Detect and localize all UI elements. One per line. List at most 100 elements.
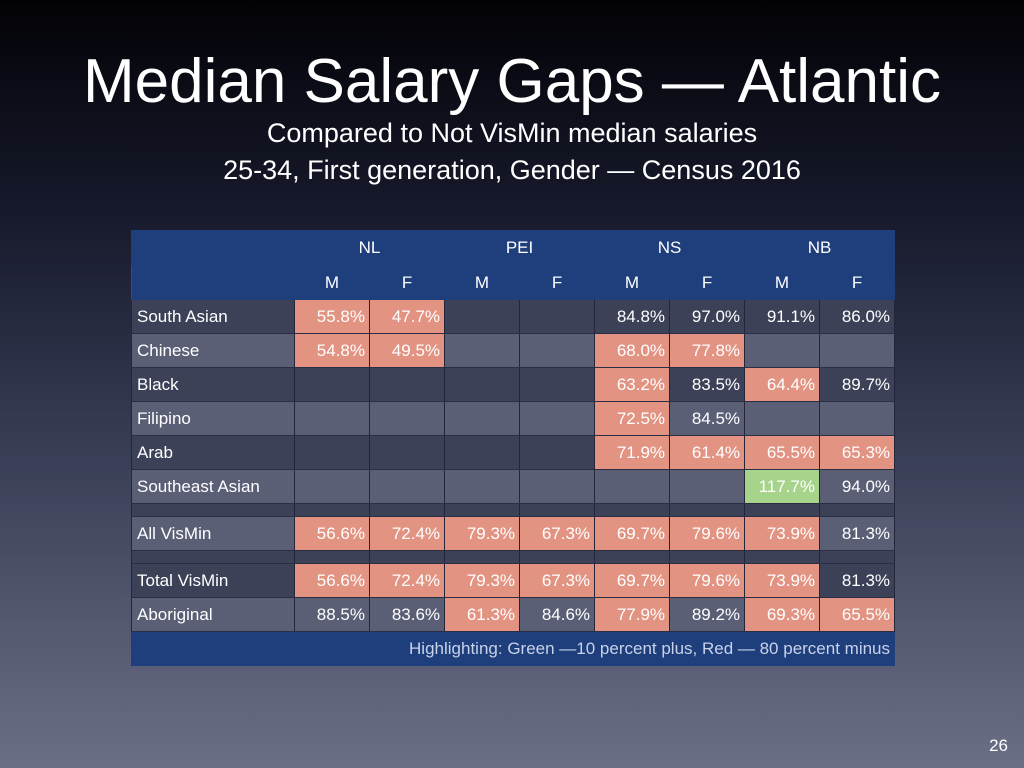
table-cell: [368, 469, 446, 504]
slide-title: Median Salary Gaps — Atlantic: [82, 47, 942, 116]
table-row: South Asian 55.8% 47.7% 84.8% 97.0% 91.1…: [131, 299, 896, 334]
row-label: Arab: [131, 435, 295, 470]
table-cell: 68.0%: [594, 333, 671, 368]
table-cell: 91.1%: [744, 299, 821, 334]
gender-header: F: [519, 265, 596, 300]
header-corner-2: [131, 265, 295, 300]
spacer-cell: [744, 550, 821, 564]
table-cell: 83.5%: [669, 367, 746, 402]
table-cell: 89.7%: [819, 367, 896, 402]
table-cell: 84.6%: [519, 597, 596, 632]
table-row: Black 63.2% 83.5% 64.4% 89.7%: [131, 367, 896, 402]
table-cell: 67.3%: [519, 563, 596, 598]
table-cell: 77.9%: [594, 597, 671, 632]
table-cell: [444, 435, 521, 470]
spacer-row: [131, 503, 896, 517]
highlight-legend-row: Highlighting: Green —10 percent plus, Re…: [130, 631, 896, 666]
table-cell: [444, 469, 521, 504]
table-cell: 83.6%: [368, 597, 446, 632]
table-cell: 54.8%: [294, 333, 370, 368]
table-cell: [444, 333, 521, 368]
row-label: Southeast Asian: [131, 469, 295, 504]
table-cell: 84.8%: [594, 299, 671, 334]
row-label: South Asian: [131, 299, 295, 334]
table-cell: 79.6%: [669, 563, 746, 598]
table-cell: 67.3%: [519, 516, 596, 551]
table-cell: 117.7%: [744, 469, 821, 504]
table-cell: [294, 469, 370, 504]
spacer-cell: [294, 503, 370, 517]
table-cell: 97.0%: [669, 299, 746, 334]
table-cell: 65.5%: [744, 435, 821, 470]
spacer-cell: [444, 550, 521, 564]
table-cell: 81.3%: [819, 516, 896, 551]
table-cell: 79.3%: [444, 563, 521, 598]
table-cell: 73.9%: [744, 563, 821, 598]
table-row: Filipino 72.5% 84.5%: [131, 401, 896, 436]
table-cell: 65.3%: [819, 435, 896, 470]
region-header-ns: NS: [594, 230, 746, 266]
table-cell: 69.7%: [594, 516, 671, 551]
table-cell: 55.8%: [294, 299, 370, 334]
table-cell: 81.3%: [819, 563, 896, 598]
spacer-cell: [131, 503, 295, 517]
spacer-row: [131, 550, 896, 564]
row-label: Black: [131, 367, 295, 402]
table-cell: 72.4%: [368, 516, 446, 551]
table-row: Chinese 54.8% 49.5% 68.0% 77.8%: [131, 333, 896, 368]
subtitle-line-1: Compared to Not VisMin median salaries: [266, 118, 758, 148]
spacer-cell: [669, 503, 746, 517]
table-cell: 86.0%: [819, 299, 896, 334]
table-cell: 88.5%: [294, 597, 370, 632]
table-cell: 84.5%: [669, 401, 746, 436]
table-cell: 71.9%: [594, 435, 671, 470]
table-row: All VisMin 56.6% 72.4% 79.3% 67.3% 69.7%…: [131, 516, 896, 551]
table-cell: 64.4%: [744, 367, 821, 402]
spacer-cell: [131, 550, 295, 564]
spacer-cell: [519, 550, 596, 564]
row-label: Total VisMin: [131, 563, 295, 598]
highlight-legend: Highlighting: Green —10 percent plus, Re…: [130, 631, 896, 666]
spacer-cell: [819, 550, 896, 564]
table-cell: [669, 469, 746, 504]
table-cell: 63.2%: [594, 367, 671, 402]
gender-header: M: [444, 265, 521, 300]
table-cell: [519, 299, 596, 334]
table-cell: [519, 367, 596, 402]
spacer-cell: [294, 550, 370, 564]
header-corner: [131, 230, 295, 266]
table-row: Aboriginal 88.5% 83.6% 61.3% 84.6% 77.9%…: [131, 597, 896, 632]
gender-header: M: [594, 265, 671, 300]
page-number: 26: [989, 736, 1008, 755]
table-cell: [594, 469, 671, 504]
table-cell: [519, 333, 596, 368]
table-cell: 94.0%: [819, 469, 896, 504]
region-header-pei: PEI: [444, 230, 596, 266]
row-label: Filipino: [131, 401, 295, 436]
spacer-cell: [368, 550, 446, 564]
row-label: Aboriginal: [131, 597, 295, 632]
spacer-cell: [368, 503, 446, 517]
row-label: All VisMin: [131, 516, 295, 551]
table-cell: [294, 401, 370, 436]
table-cell: 77.8%: [669, 333, 746, 368]
spacer-cell: [744, 503, 821, 517]
spacer-cell: [819, 503, 896, 517]
table-cell: [294, 367, 370, 402]
table-cell: 56.6%: [294, 563, 370, 598]
table-cell: 72.4%: [368, 563, 446, 598]
subtitle-line-2: 25-34, First generation, Gender — Census…: [223, 155, 801, 185]
table-row: Arab 71.9% 61.4% 65.5% 65.3%: [131, 435, 896, 470]
table-cell: 65.5%: [819, 597, 896, 632]
table-cell: [444, 367, 521, 402]
table-cell: [819, 333, 896, 368]
table-cell: 69.3%: [744, 597, 821, 632]
table-cell: [744, 401, 821, 436]
salary-gap-table: NL PEI NS NB M F M F M F M F South Asian…: [130, 230, 896, 666]
region-header-nb: NB: [744, 230, 896, 266]
table-cell: [819, 401, 896, 436]
region-header-nl: NL: [293, 230, 446, 266]
gender-header: M: [744, 265, 821, 300]
table-cell: [519, 469, 596, 504]
table-cell: [294, 435, 370, 470]
